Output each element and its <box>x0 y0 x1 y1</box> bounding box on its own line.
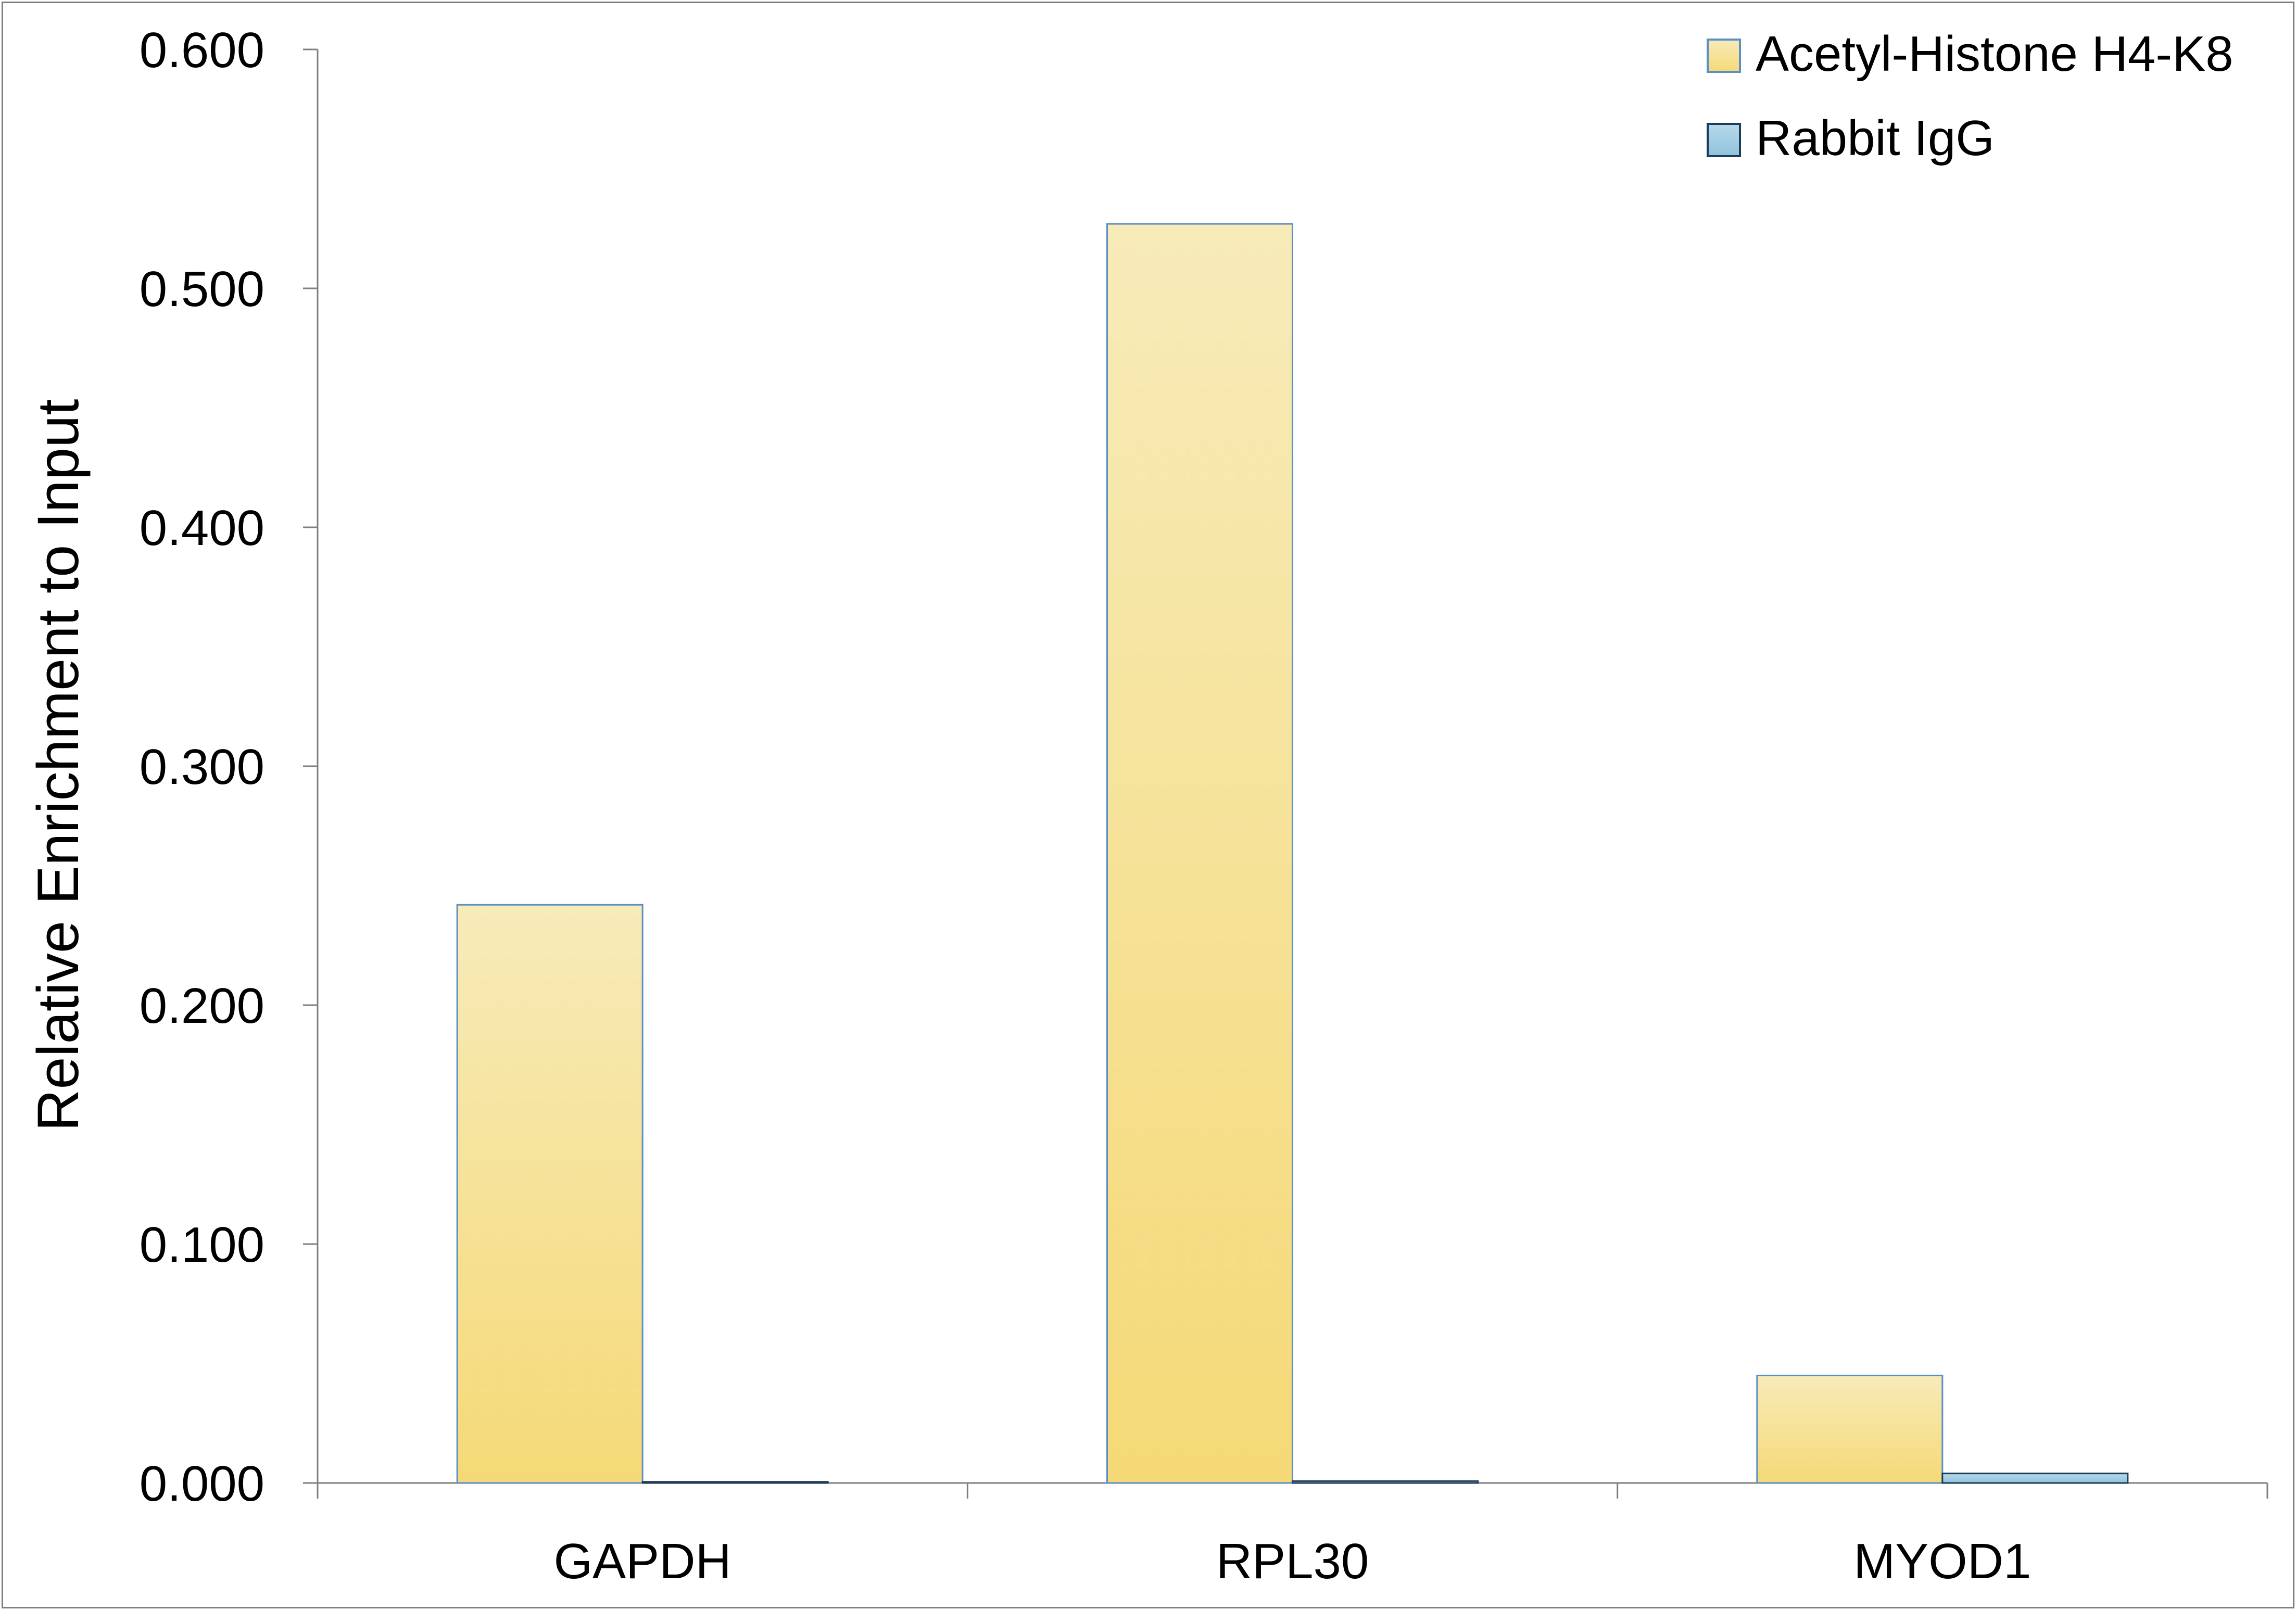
bar-gapdh-series-2 <box>641 1481 829 1484</box>
x-tick-label: GAPDH <box>553 1533 731 1589</box>
bar-myod1-series-2 <box>1941 1473 2129 1484</box>
legend-label: Acetyl-Histone H4-K8 <box>1756 26 2234 82</box>
legend-swatch <box>1707 39 1741 73</box>
x-tick-label: RPL30 <box>1216 1533 1369 1589</box>
bar-rpl30-series-2 <box>1292 1480 1479 1484</box>
y-tick-label: 0.500 <box>140 261 264 317</box>
bar-myod1-series-1 <box>1756 1374 1944 1484</box>
bars <box>456 223 2129 1484</box>
y-tick-label: 0.100 <box>140 1217 264 1273</box>
x-tick-label: MYOD1 <box>1853 1533 2031 1589</box>
bar-rpl30-series-1 <box>1106 223 1293 1484</box>
bar-gapdh-series-1 <box>456 904 644 1484</box>
y-tick-label: 0.000 <box>140 1456 264 1512</box>
y-tick-label: 0.300 <box>140 739 264 795</box>
x-axis: GAPDH RPL30 MYOD1 <box>317 1482 2268 1589</box>
y-tick-label: 0.400 <box>140 500 264 556</box>
y-axis-title: Relative Enrichment to Input <box>26 399 91 1132</box>
legend-swatch <box>1707 123 1741 157</box>
legend-label: Rabbit IgG <box>1756 110 1995 166</box>
legend: Acetyl-Histone H4-K8 Rabbit IgG <box>1707 26 2234 166</box>
y-axis: 0.000 0.100 0.200 0.300 0.400 0.500 0.600 <box>140 22 319 1512</box>
y-tick-label: 0.600 <box>140 22 264 78</box>
y-tick-label: 0.200 <box>140 978 264 1034</box>
